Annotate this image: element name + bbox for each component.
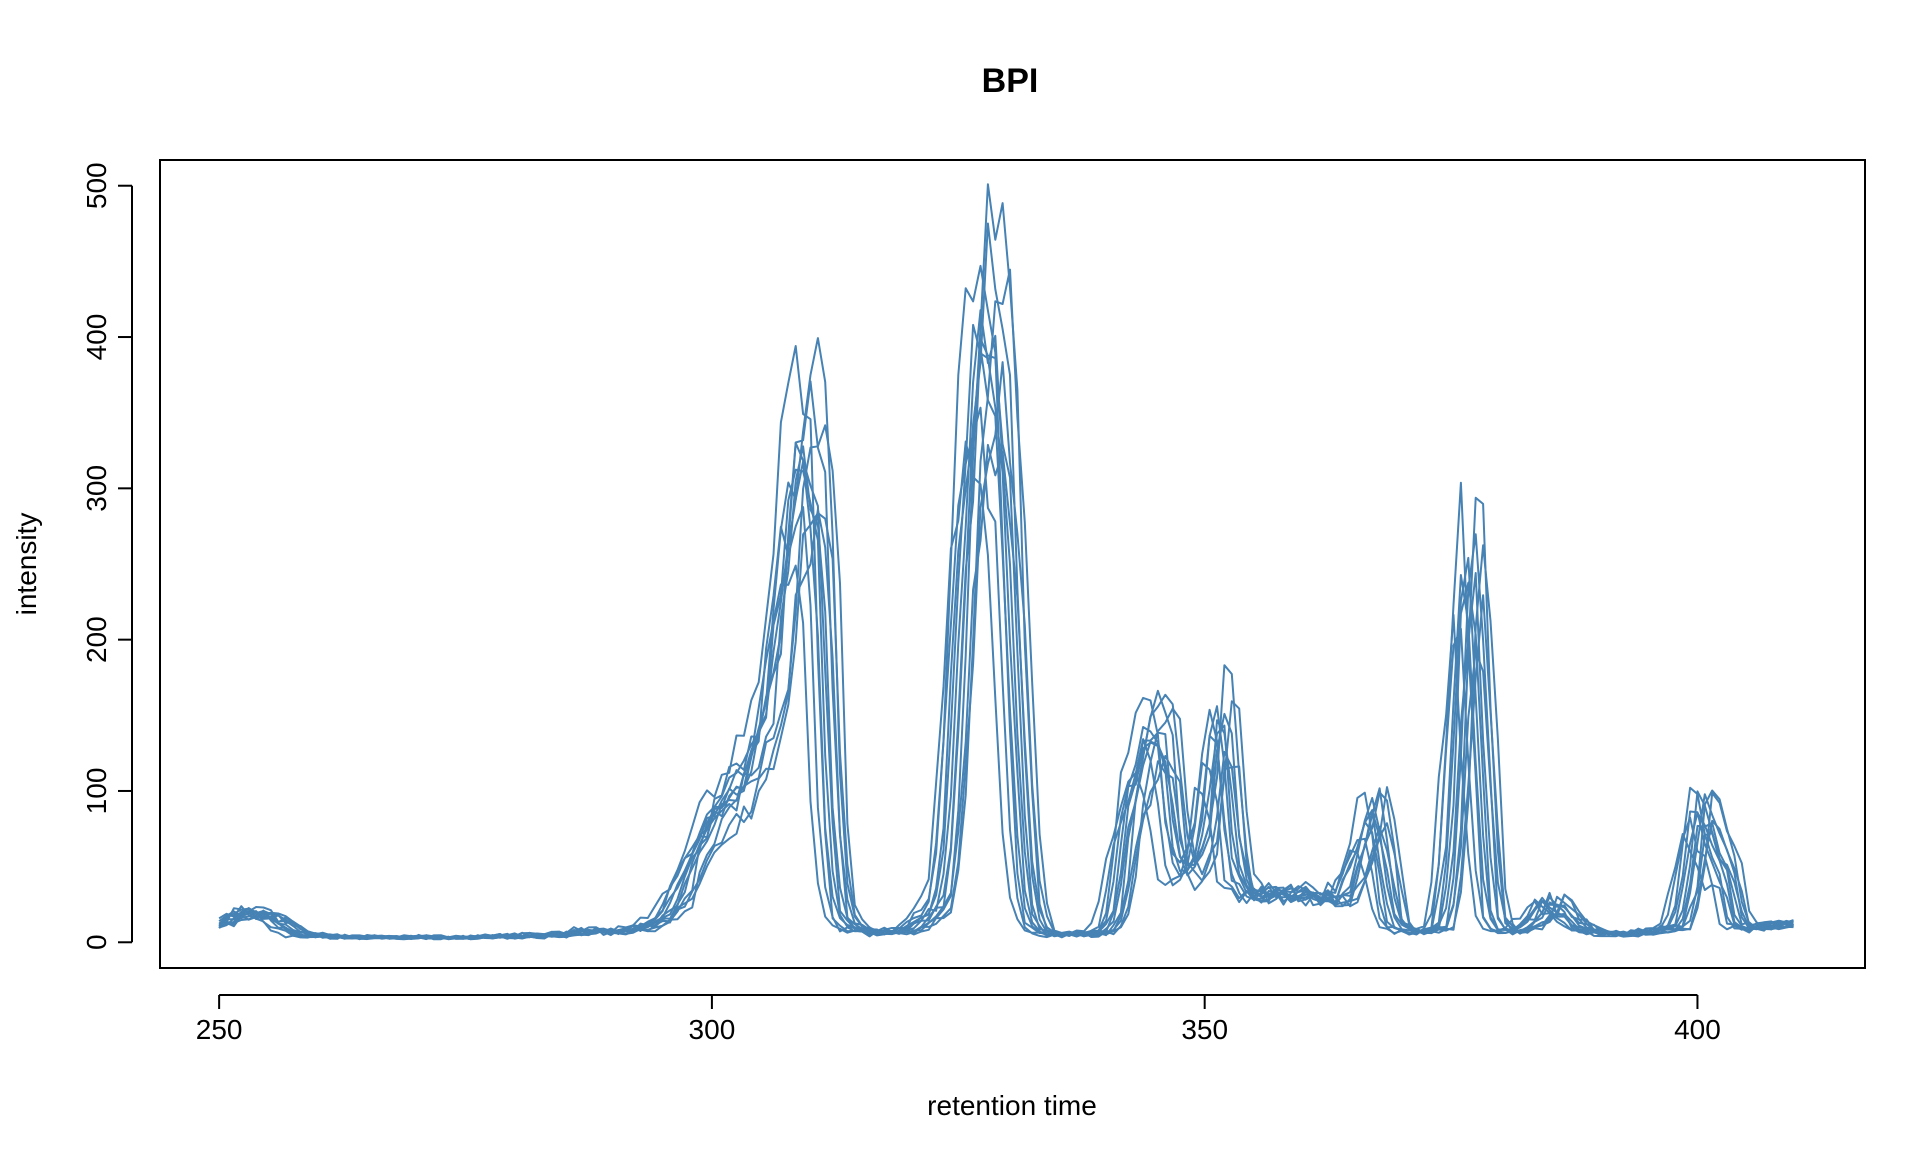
y-tick-label: 0 (81, 934, 112, 950)
x-tick-label: 400 (1674, 1014, 1721, 1045)
x-tick-label: 350 (1181, 1014, 1228, 1045)
plot-frame (159, 159, 1866, 969)
bpi-trace-line (218, 443, 1794, 940)
x-tick-label: 300 (689, 1014, 736, 1045)
y-axis: 0 100 200 300 400 500 (81, 162, 133, 950)
y-tick-label: 100 (81, 768, 112, 815)
y-tick-label: 300 (81, 465, 112, 512)
bpi-trace-line (218, 264, 1794, 941)
bpi-trace-line (218, 268, 1794, 940)
x-tick-label: 250 (196, 1014, 243, 1045)
chart-title: BPI (982, 62, 1039, 100)
y-axis-label: intensity (11, 513, 42, 616)
y-tick-label: 200 (81, 616, 112, 663)
y-tick-label: 400 (81, 314, 112, 361)
x-axis-label: retention time (927, 1090, 1097, 1121)
x-axis: 250 300 350 400 (196, 994, 1721, 1045)
bpi-trace-line (218, 222, 1794, 940)
y-tick-label: 500 (81, 162, 112, 209)
trace-group (218, 183, 1795, 941)
